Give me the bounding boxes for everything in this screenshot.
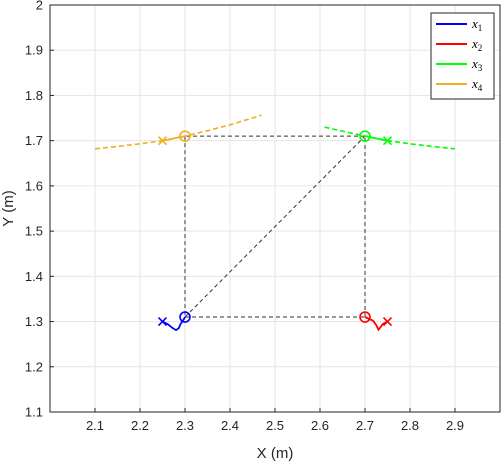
y-tick-label: 1.8	[25, 88, 43, 103]
y-tick-label: 1.1	[25, 405, 43, 420]
x-tick-label: 2.7	[356, 418, 374, 433]
legend-label: x2	[471, 36, 482, 53]
x-tick-label: 2.6	[311, 418, 329, 433]
series-x1-start-marker	[157, 316, 168, 327]
legend-label: x1	[471, 16, 482, 33]
legend-item-x4: x4	[436, 76, 483, 93]
formation-edges	[184, 135, 366, 318]
series-x3	[324, 126, 456, 150]
series-x4	[94, 114, 262, 150]
legend-item-x1: x1	[436, 16, 482, 33]
y-tick-label: 1.4	[25, 269, 43, 284]
series-x2	[359, 311, 393, 332]
y-axis-label: Y (m)	[0, 190, 17, 226]
grid	[50, 4, 500, 413]
x-tick-label: 2.8	[401, 418, 419, 433]
series-x3-start-marker	[382, 136, 393, 146]
legend-box	[430, 12, 495, 100]
legend-label: x4	[471, 76, 483, 93]
y-tick-label: 1.3	[25, 314, 43, 329]
series-x1-trajectory	[162, 316, 186, 332]
series-x2-start-marker	[382, 316, 393, 327]
legend: x1 x2 x3 x4	[430, 12, 495, 100]
y-tick-label: 2	[36, 0, 43, 13]
tick-labels: 2.1 2.2 2.3 2.4 2.5 2.6 2.7 2.8 2.9 1.1 1.2 1.3 1.4 1…	[25, 0, 464, 433]
y-tick-label: 1.6	[25, 178, 43, 193]
legend-item-x3: x3	[436, 56, 483, 73]
series-x2-end-marker	[359, 311, 371, 323]
series-x1	[157, 311, 191, 332]
x-tick-label: 2.3	[176, 418, 194, 433]
series-x1-end-marker	[179, 311, 191, 323]
series-x4-predicted-path	[94, 114, 262, 150]
legend-label: x3	[471, 56, 483, 73]
series-x4-trajectory	[162, 135, 186, 142]
x-axis-label: X (m)	[257, 445, 294, 462]
x-tick-label: 2.9	[446, 418, 464, 433]
series-x3-trajectory	[364, 135, 388, 142]
series-x4-start-marker	[157, 136, 168, 146]
legend-item-x2: x2	[436, 36, 482, 53]
y-tick-label: 1.5	[25, 224, 43, 239]
series-x3-end-marker	[359, 130, 371, 142]
series-x2-trajectory	[364, 316, 388, 332]
formation-edge	[184, 135, 366, 318]
series-x4-end-marker	[179, 130, 191, 142]
y-tick-label: 1.9	[25, 43, 43, 58]
x-tick-label: 2.4	[221, 418, 239, 433]
x-tick-label: 2.2	[131, 418, 149, 433]
y-tick-label: 1.2	[25, 359, 43, 374]
y-tick-label: 1.7	[25, 133, 43, 148]
x-tick-label: 2.5	[266, 418, 284, 433]
series-layer	[94, 114, 456, 332]
x-tick-label: 2.1	[86, 418, 104, 433]
